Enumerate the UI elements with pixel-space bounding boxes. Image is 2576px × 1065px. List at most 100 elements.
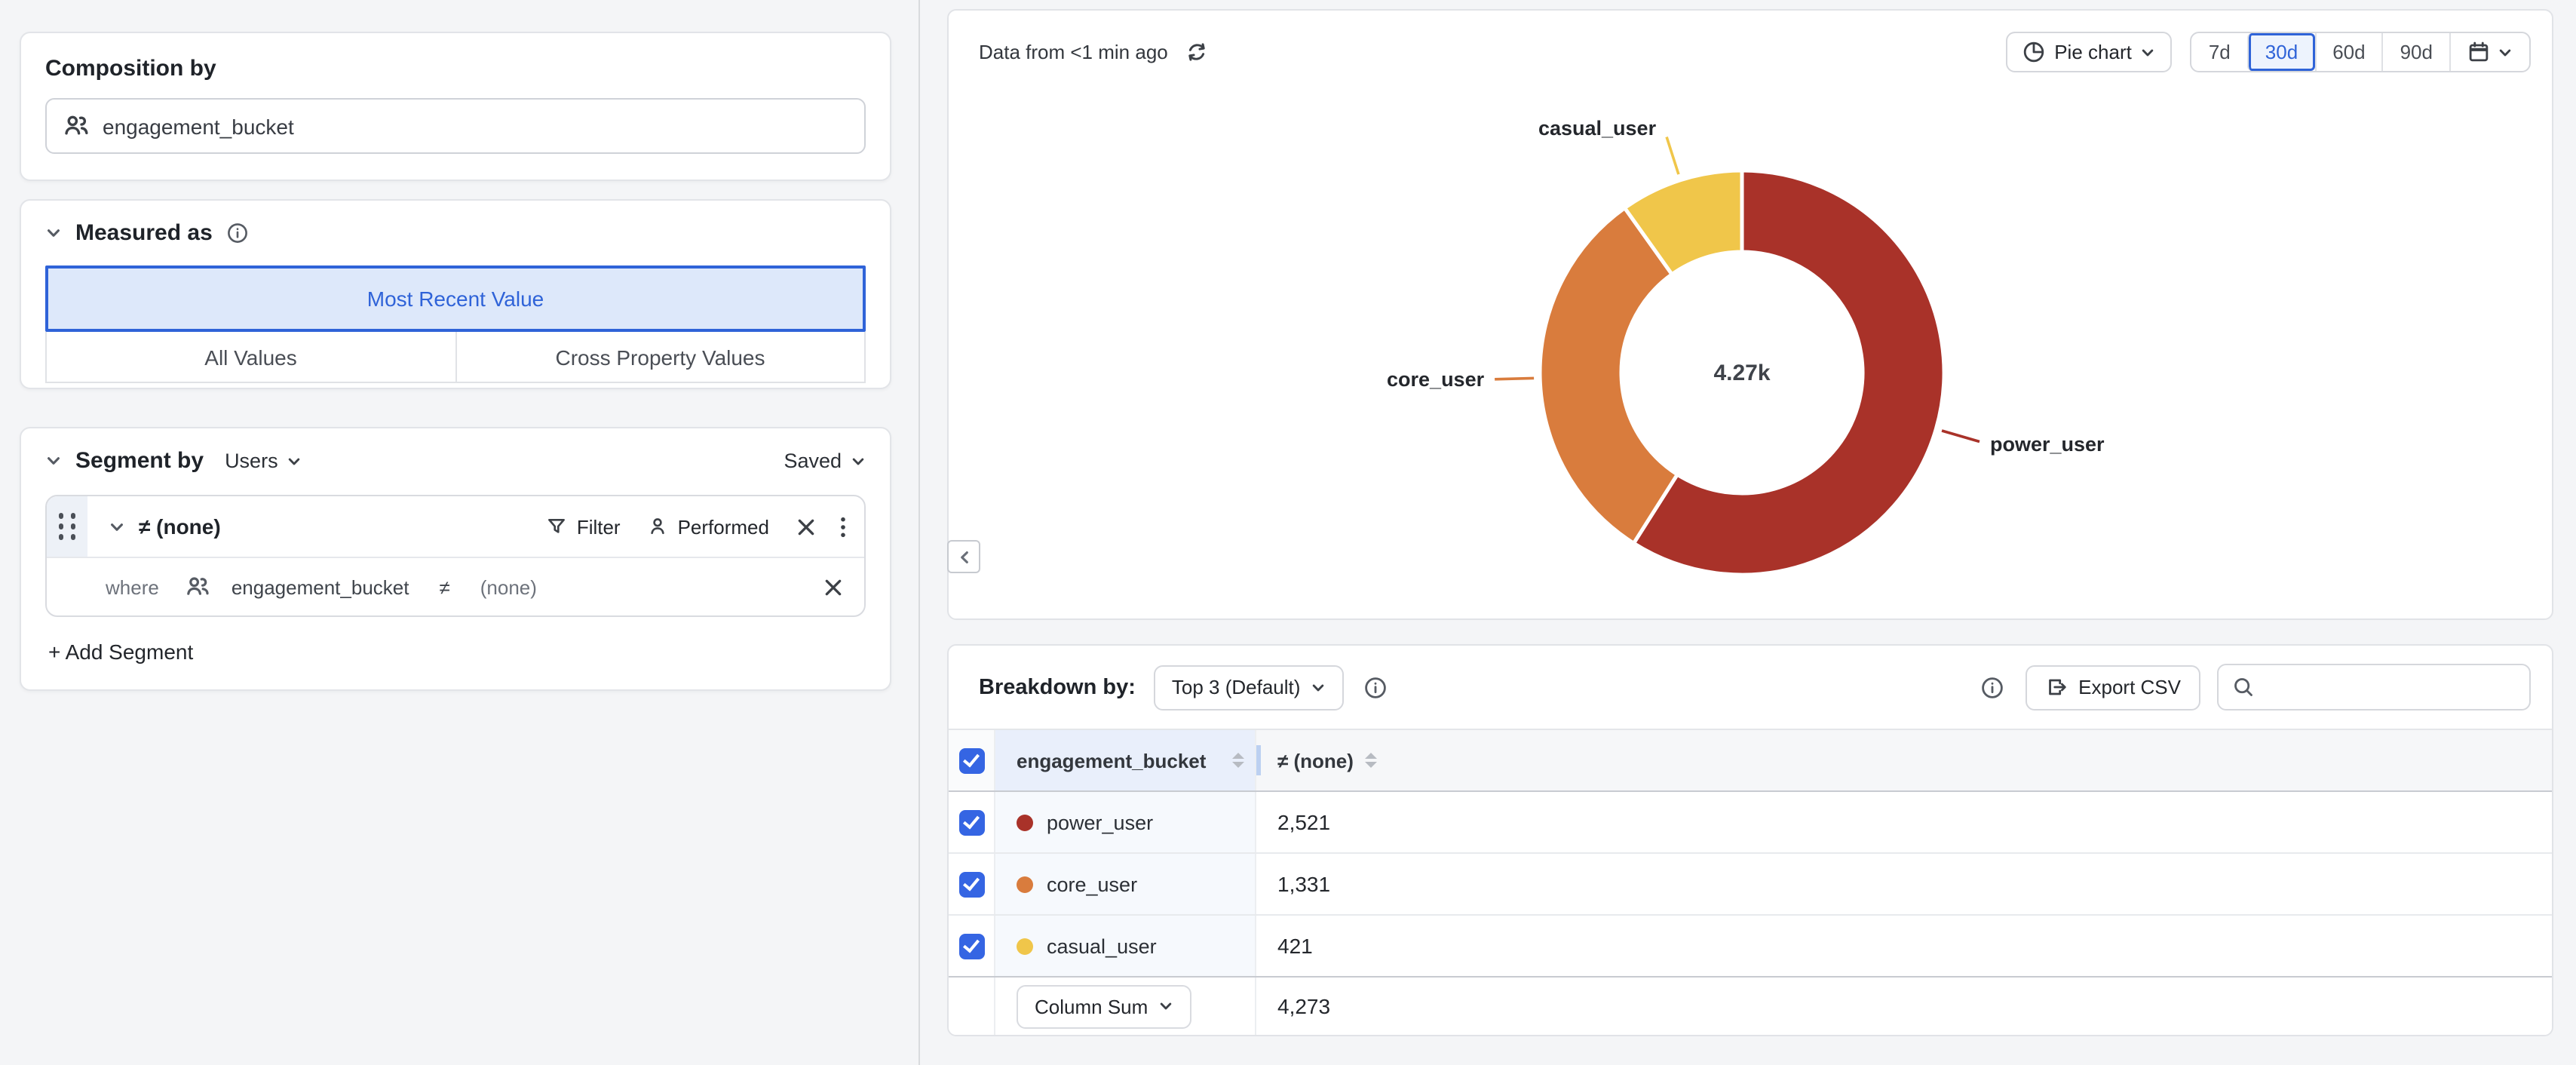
breakdown-search[interactable] [2217,664,2531,711]
range-60d[interactable]: 60d [2314,33,2381,71]
search-icon [2234,678,2252,696]
row-checkbox[interactable] [958,809,984,835]
segment-by-title: Segment by [75,448,204,474]
where-operator[interactable]: ≠ [439,575,450,598]
add-segment-button[interactable]: + Add Segment [48,640,194,664]
close-icon[interactable] [823,577,843,597]
where-value[interactable]: (none) [480,575,537,598]
info-icon[interactable] [1980,675,2004,699]
segment-by-card: Segment by Users Saved ≠ (none) [20,427,891,691]
breakdown-range-dropdown[interactable]: Top 3 (Default) [1153,664,1345,710]
sort-icon[interactable] [1231,752,1244,769]
saved-label: Saved [784,450,842,472]
select-all-checkbox[interactable] [958,747,984,773]
svg-text:power_user: power_user [1990,433,2105,456]
chevron-down-icon [2499,48,2511,56]
donut-chart[interactable]: power_user core_user casual_user 4.27k [949,11,2552,618]
where-property[interactable]: engagement_bucket [231,575,409,598]
measure-option-cross-property[interactable]: Cross Property Values [456,332,866,383]
row-value: 421 [1277,934,1313,958]
performed-label: Performed [677,515,769,538]
series-color-dot [1017,938,1033,954]
date-range-group: 7d 30d 60d 90d [2190,32,2531,72]
row-checkbox[interactable] [958,933,984,959]
chevron-down-icon [2142,48,2154,56]
table-row: power_user 2,521 [949,792,2552,854]
filter-button[interactable]: Filter [547,515,621,538]
performed-button[interactable]: Performed [648,515,769,538]
table-row: core_user 1,331 [949,854,2552,916]
aggregation-dropdown[interactable]: Column Sum [1017,984,1192,1028]
chevron-down-icon [1161,1002,1172,1010]
data-freshness-label: Data from <1 min ago [979,41,1168,63]
search-input[interactable] [2265,674,2516,700]
svg-text:4.27k: 4.27k [1713,361,1770,385]
aggregation-label: Column Sum [1035,995,1148,1017]
series-color-dot [1017,876,1033,892]
row-label[interactable]: power_user [1047,811,1154,833]
chevron-down-icon[interactable] [45,225,62,241]
svg-text:casual_user: casual_user [1538,117,1657,140]
column-header-value[interactable]: ≠ (none) [1277,749,1354,772]
funnel-icon [548,518,566,533]
row-value: 1,331 [1277,872,1331,896]
saved-dropdown[interactable]: Saved [784,450,866,472]
svg-text:core_user: core_user [1387,368,1485,391]
composition-property-label: engagement_bucket [103,114,294,138]
chevron-down-icon[interactable] [45,453,62,469]
measure-option-most-recent[interactable]: Most Recent Value [45,265,866,332]
row-label[interactable]: core_user [1047,873,1138,895]
sort-icon[interactable] [1365,752,1378,769]
table-header-row: engagement_bucket ≠ (none) [949,730,2552,792]
chevron-down-icon [289,457,300,465]
row-checkbox[interactable] [958,871,984,897]
export-csv-button[interactable]: Export CSV [2026,664,2200,710]
segment-name[interactable]: ≠ (none) [139,514,221,539]
info-icon[interactable] [1363,675,1388,699]
filter-label: Filter [576,515,621,538]
query-panel: Composition by engagement_bucket Measure… [0,0,920,1065]
custom-date-dropdown[interactable] [2449,33,2529,71]
segment-item: ≠ (none) Filter Performed where [45,495,866,617]
column-header-engagement-bucket[interactable]: engagement_bucket [1017,749,1207,772]
chevron-down-icon[interactable] [109,518,125,535]
pie-chart-icon [2023,41,2044,63]
table-row: casual_user 421 [949,916,2552,978]
info-icon[interactable] [226,222,249,244]
range-30d[interactable]: 30d [2246,33,2315,71]
breakdown-card: Breakdown by: Top 3 (Default) Export CSV [947,644,2553,1036]
breakdown-table: engagement_bucket ≠ (none) power_user 2,… [949,730,2552,1035]
chevron-down-icon [852,457,864,465]
segment-drag-handle[interactable] [47,496,87,557]
where-keyword: where [106,575,159,598]
data-freshness-status: Data from <1 min ago [979,41,1209,63]
close-icon[interactable] [796,517,816,536]
footer-total-value: 4,273 [1277,994,1331,1018]
chart-type-label: Pie chart [2054,41,2132,63]
range-7d[interactable]: 7d [2208,41,2231,63]
composition-property-input[interactable]: engagement_bucket [45,98,866,154]
chart-card: Data from <1 min ago Pie chart 7d 30d 60… [947,9,2553,620]
segment-entity-dropdown[interactable]: Users [225,450,302,472]
users-icon [188,577,210,595]
refresh-icon[interactable] [1186,41,1209,63]
composition-title: Composition by [45,56,216,81]
export-icon [2049,679,2066,695]
segment-entity-label: Users [225,450,278,472]
composition-card: Composition by engagement_bucket [20,32,891,181]
export-csv-label: Export CSV [2078,676,2181,698]
more-menu-icon[interactable] [840,515,846,538]
measure-options: Most Recent Value All Values Cross Prope… [45,265,866,383]
row-label[interactable]: casual_user [1047,935,1157,957]
range-90d[interactable]: 90d [2381,33,2449,71]
chart-type-dropdown[interactable]: Pie chart [2006,32,2173,72]
calendar-icon [2469,41,2489,62]
column-resize-handle[interactable] [1256,745,1261,775]
series-color-dot [1017,814,1033,830]
measure-option-all-values[interactable]: All Values [45,332,456,383]
collapse-panel-button[interactable] [947,540,980,573]
breakdown-range-label: Top 3 (Default) [1171,676,1301,698]
row-value: 2,521 [1277,810,1331,834]
measured-as-title: Measured as [75,220,213,246]
